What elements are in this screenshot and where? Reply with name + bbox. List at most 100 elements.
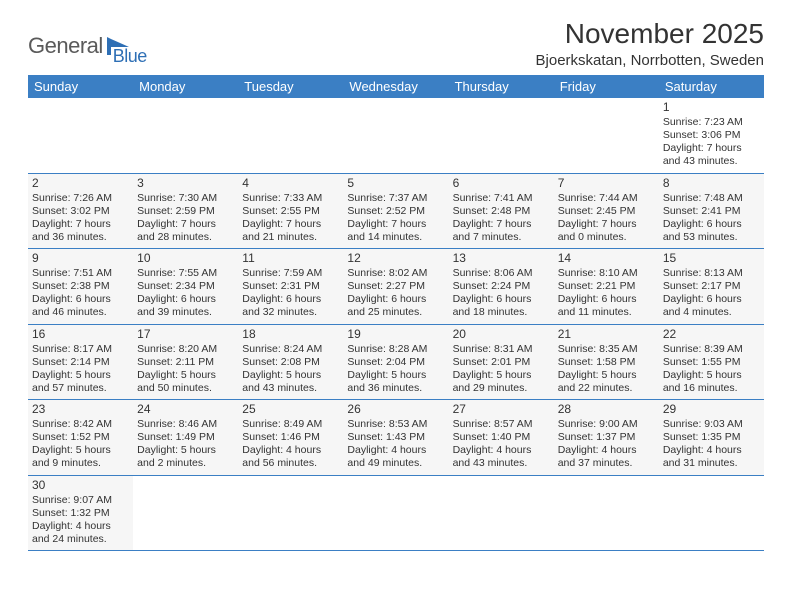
day-number: 19 [347, 327, 444, 342]
calendar-day-cell: 6Sunrise: 7:41 AMSunset: 2:48 PMDaylight… [449, 173, 554, 249]
sunrise-line: Sunrise: 7:23 AM [663, 116, 760, 129]
day-number: 18 [242, 327, 339, 342]
sunset-line: Sunset: 2:41 PM [663, 205, 760, 218]
calendar-row: 1Sunrise: 7:23 AMSunset: 3:06 PMDaylight… [28, 98, 764, 173]
daylight-line: Daylight: 6 hours and 32 minutes. [242, 293, 339, 319]
daylight-line: Daylight: 6 hours and 46 minutes. [32, 293, 129, 319]
daylight-line: Daylight: 5 hours and 22 minutes. [558, 369, 655, 395]
calendar-empty-cell [238, 98, 343, 173]
calendar-day-cell: 20Sunrise: 8:31 AMSunset: 2:01 PMDayligh… [449, 324, 554, 400]
day-number: 1 [663, 100, 760, 115]
calendar-day-cell: 16Sunrise: 8:17 AMSunset: 2:14 PMDayligh… [28, 324, 133, 400]
sunset-line: Sunset: 1:58 PM [558, 356, 655, 369]
sunrise-line: Sunrise: 7:59 AM [242, 267, 339, 280]
daylight-line: Daylight: 5 hours and 57 minutes. [32, 369, 129, 395]
daylight-line: Daylight: 6 hours and 18 minutes. [453, 293, 550, 319]
day-number: 26 [347, 402, 444, 417]
calendar-empty-cell [659, 475, 764, 551]
day-number: 2 [32, 176, 129, 191]
sunset-line: Sunset: 1:55 PM [663, 356, 760, 369]
calendar-day-cell: 15Sunrise: 8:13 AMSunset: 2:17 PMDayligh… [659, 249, 764, 325]
sunrise-line: Sunrise: 9:00 AM [558, 418, 655, 431]
sunset-line: Sunset: 2:11 PM [137, 356, 234, 369]
day-number: 13 [453, 251, 550, 266]
daylight-line: Daylight: 6 hours and 4 minutes. [663, 293, 760, 319]
daylight-line: Daylight: 5 hours and 43 minutes. [242, 369, 339, 395]
day-number: 5 [347, 176, 444, 191]
daylight-line: Daylight: 6 hours and 25 minutes. [347, 293, 444, 319]
sunrise-line: Sunrise: 8:46 AM [137, 418, 234, 431]
weekday-header: Monday [133, 75, 238, 98]
daylight-line: Daylight: 6 hours and 53 minutes. [663, 218, 760, 244]
sunset-line: Sunset: 1:49 PM [137, 431, 234, 444]
day-number: 22 [663, 327, 760, 342]
sunset-line: Sunset: 2:48 PM [453, 205, 550, 218]
sunrise-line: Sunrise: 7:51 AM [32, 267, 129, 280]
header: General Blue November 2025 Bjoerkskatan,… [28, 18, 764, 69]
day-number: 25 [242, 402, 339, 417]
sunset-line: Sunset: 2:31 PM [242, 280, 339, 293]
calendar-day-cell: 9Sunrise: 7:51 AMSunset: 2:38 PMDaylight… [28, 249, 133, 325]
daylight-line: Daylight: 7 hours and 43 minutes. [663, 142, 760, 168]
daylight-line: Daylight: 7 hours and 28 minutes. [137, 218, 234, 244]
calendar-day-cell: 24Sunrise: 8:46 AMSunset: 1:49 PMDayligh… [133, 400, 238, 476]
sunrise-line: Sunrise: 8:57 AM [453, 418, 550, 431]
calendar-row: 2Sunrise: 7:26 AMSunset: 3:02 PMDaylight… [28, 173, 764, 249]
weekday-header-row: SundayMondayTuesdayWednesdayThursdayFrid… [28, 75, 764, 98]
logo-text-general: General [28, 33, 103, 59]
weekday-header: Wednesday [343, 75, 448, 98]
calendar-day-cell: 26Sunrise: 8:53 AMSunset: 1:43 PMDayligh… [343, 400, 448, 476]
calendar-day-cell: 14Sunrise: 8:10 AMSunset: 2:21 PMDayligh… [554, 249, 659, 325]
sunset-line: Sunset: 2:45 PM [558, 205, 655, 218]
daylight-line: Daylight: 5 hours and 50 minutes. [137, 369, 234, 395]
day-number: 7 [558, 176, 655, 191]
calendar-day-cell: 1Sunrise: 7:23 AMSunset: 3:06 PMDaylight… [659, 98, 764, 173]
calendar-empty-cell [133, 475, 238, 551]
calendar-day-cell: 8Sunrise: 7:48 AMSunset: 2:41 PMDaylight… [659, 173, 764, 249]
calendar-day-cell: 13Sunrise: 8:06 AMSunset: 2:24 PMDayligh… [449, 249, 554, 325]
calendar-empty-cell [28, 98, 133, 173]
calendar-day-cell: 12Sunrise: 8:02 AMSunset: 2:27 PMDayligh… [343, 249, 448, 325]
day-number: 20 [453, 327, 550, 342]
sunset-line: Sunset: 2:38 PM [32, 280, 129, 293]
weekday-header: Thursday [449, 75, 554, 98]
sunset-line: Sunset: 2:55 PM [242, 205, 339, 218]
day-number: 12 [347, 251, 444, 266]
weekday-header: Sunday [28, 75, 133, 98]
day-number: 11 [242, 251, 339, 266]
sunrise-line: Sunrise: 7:44 AM [558, 192, 655, 205]
daylight-line: Daylight: 5 hours and 29 minutes. [453, 369, 550, 395]
sunrise-line: Sunrise: 7:33 AM [242, 192, 339, 205]
daylight-line: Daylight: 5 hours and 36 minutes. [347, 369, 444, 395]
location-subtitle: Bjoerkskatan, Norrbotten, Sweden [536, 52, 764, 69]
sunrise-line: Sunrise: 8:42 AM [32, 418, 129, 431]
day-number: 10 [137, 251, 234, 266]
sunset-line: Sunset: 1:46 PM [242, 431, 339, 444]
calendar-day-cell: 10Sunrise: 7:55 AMSunset: 2:34 PMDayligh… [133, 249, 238, 325]
sunset-line: Sunset: 3:02 PM [32, 205, 129, 218]
sunrise-line: Sunrise: 7:55 AM [137, 267, 234, 280]
day-number: 24 [137, 402, 234, 417]
daylight-line: Daylight: 7 hours and 36 minutes. [32, 218, 129, 244]
day-number: 3 [137, 176, 234, 191]
calendar-empty-cell [449, 475, 554, 551]
weekday-header: Saturday [659, 75, 764, 98]
daylight-line: Daylight: 4 hours and 56 minutes. [242, 444, 339, 470]
calendar-row: 16Sunrise: 8:17 AMSunset: 2:14 PMDayligh… [28, 324, 764, 400]
sunrise-line: Sunrise: 9:03 AM [663, 418, 760, 431]
daylight-line: Daylight: 4 hours and 43 minutes. [453, 444, 550, 470]
sunrise-line: Sunrise: 8:24 AM [242, 343, 339, 356]
sunset-line: Sunset: 1:40 PM [453, 431, 550, 444]
sunrise-line: Sunrise: 7:48 AM [663, 192, 760, 205]
day-number: 27 [453, 402, 550, 417]
weekday-header: Friday [554, 75, 659, 98]
daylight-line: Daylight: 7 hours and 21 minutes. [242, 218, 339, 244]
daylight-line: Daylight: 7 hours and 14 minutes. [347, 218, 444, 244]
day-number: 9 [32, 251, 129, 266]
calendar-empty-cell [238, 475, 343, 551]
sunset-line: Sunset: 3:06 PM [663, 129, 760, 142]
day-number: 28 [558, 402, 655, 417]
day-number: 15 [663, 251, 760, 266]
calendar-day-cell: 2Sunrise: 7:26 AMSunset: 3:02 PMDaylight… [28, 173, 133, 249]
calendar-day-cell: 22Sunrise: 8:39 AMSunset: 1:55 PMDayligh… [659, 324, 764, 400]
